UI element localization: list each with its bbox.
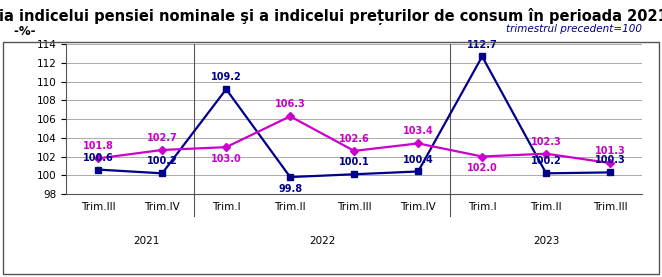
- Text: Evoluția indicelui pensiei nominale şi a indicelui prețurilor de consum în perio: Evoluția indicelui pensiei nominale şi a…: [0, 8, 662, 25]
- Text: 100.2: 100.2: [147, 157, 177, 166]
- Text: 100.3: 100.3: [594, 155, 626, 165]
- Text: 102.6: 102.6: [339, 134, 369, 144]
- Text: 101.8: 101.8: [83, 142, 114, 152]
- Text: 100.6: 100.6: [83, 153, 114, 163]
- Text: 112.7: 112.7: [467, 40, 498, 50]
- Text: 100.2: 100.2: [531, 157, 561, 166]
- Text: 2023: 2023: [533, 236, 559, 246]
- Text: 102.0: 102.0: [467, 163, 498, 173]
- Text: 99.8: 99.8: [278, 184, 303, 194]
- Text: -%-: -%-: [15, 25, 40, 38]
- Text: 109.2: 109.2: [211, 72, 242, 82]
- Text: 100.1: 100.1: [339, 157, 369, 167]
- Text: 101.3: 101.3: [594, 146, 626, 156]
- Text: 2021: 2021: [133, 236, 160, 246]
- Text: trimestrul precedent=100: trimestrul precedent=100: [506, 24, 642, 34]
- Text: 103.4: 103.4: [402, 127, 434, 137]
- Text: 102.3: 102.3: [531, 137, 561, 147]
- Text: 106.3: 106.3: [275, 99, 306, 109]
- Text: 100.4: 100.4: [402, 155, 434, 165]
- Text: 102.7: 102.7: [147, 133, 177, 143]
- Text: 103.0: 103.0: [211, 154, 242, 164]
- Text: 2022: 2022: [309, 236, 336, 246]
